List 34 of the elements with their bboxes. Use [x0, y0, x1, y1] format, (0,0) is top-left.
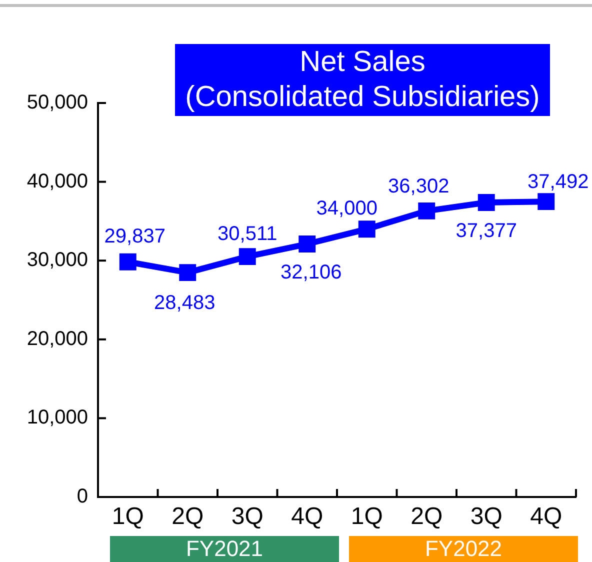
chart-subtitle: (Consolidated Subsidiaries) — [184, 80, 541, 115]
text: FY2021 — [110, 536, 339, 562]
data-label: 29,837 — [104, 225, 166, 248]
point — [119, 253, 136, 270]
x-tick-label: 1Q — [350, 503, 383, 530]
y-tick-label: 20,000 — [26, 328, 88, 350]
x-tick-label: 4Q — [530, 503, 562, 530]
y-tick-label: 30,000 — [26, 249, 88, 272]
x-tick-label: 3Q — [231, 503, 264, 530]
x-tick-label: 2Q — [410, 503, 443, 530]
chart-title: Net Sales — [298, 45, 426, 80]
data-label: 32,106 — [280, 262, 342, 284]
x-tick-label: 4Q — [291, 503, 324, 530]
y-tick-label: 40,000 — [26, 170, 88, 192]
data-label: 37,377 — [456, 220, 517, 242]
data-label: 30,511 — [218, 223, 278, 246]
point — [538, 193, 555, 210]
data-label: 28,483 — [154, 292, 216, 314]
point — [238, 248, 256, 266]
x-tick-label: 3Q — [470, 503, 502, 530]
point — [478, 194, 495, 211]
y-tick-label: 10,000 — [26, 406, 88, 429]
y-tick-label: 0 — [76, 486, 88, 508]
y-tick-label: 50,000 — [26, 92, 88, 114]
point — [418, 202, 436, 220]
data-label: 37,492 — [528, 171, 589, 194]
data-label: 36,302 — [388, 175, 450, 198]
point — [298, 236, 316, 252]
text: FY2022 — [349, 536, 578, 562]
point — [358, 220, 376, 238]
point — [179, 264, 196, 282]
x-tick-label: 2Q — [172, 503, 204, 530]
x-tick-label: 1Q — [112, 503, 144, 530]
data-label: 34,000 — [316, 198, 378, 220]
